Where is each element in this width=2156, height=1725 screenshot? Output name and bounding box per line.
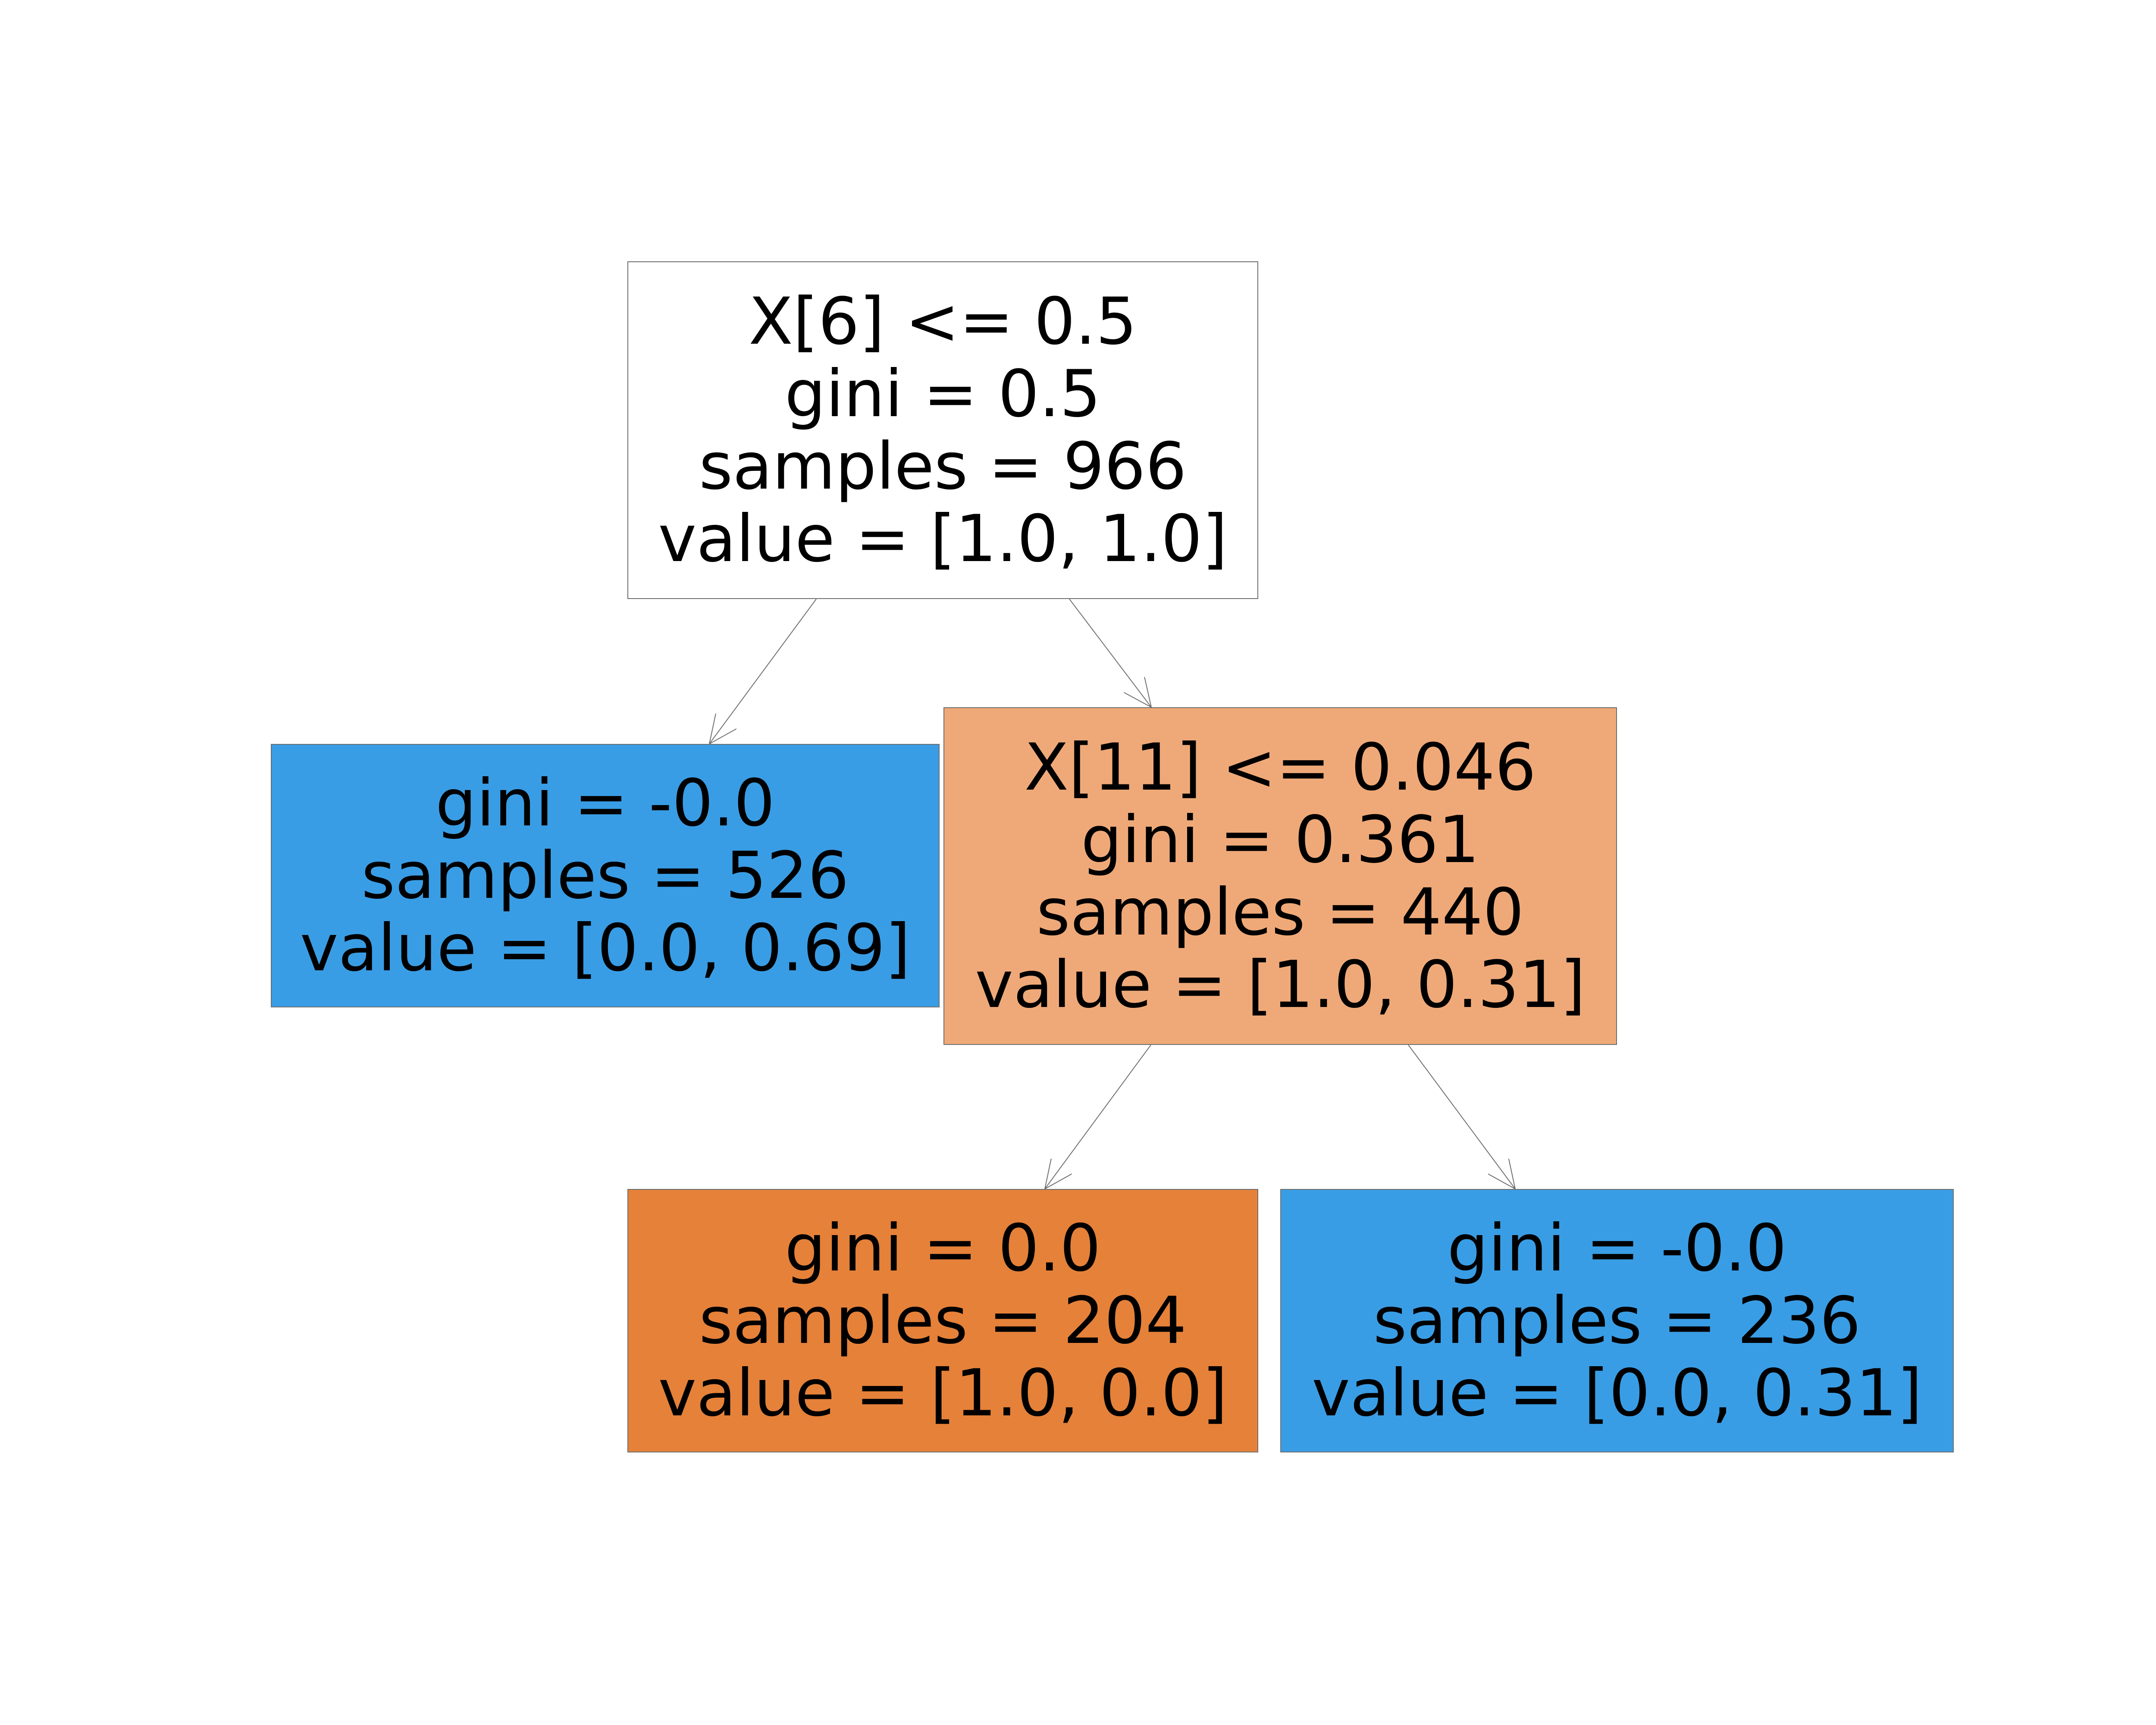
edge-2-to-3 <box>1045 1044 1151 1189</box>
node-value: value = [0.0, 0.31] <box>1312 1355 1922 1431</box>
node-value: value = [0.0, 0.69] <box>300 910 911 986</box>
edge-0-to-2 <box>1069 599 1151 707</box>
node-value: value = [1.0, 0.0] <box>658 1355 1228 1431</box>
tree-node-split-right: X[11] <= 0.046 gini = 0.361 samples = 44… <box>943 707 1617 1045</box>
node-gini: gini = 0.0 <box>784 1211 1101 1286</box>
node-gini: gini = -0.0 <box>435 765 775 841</box>
node-samples: samples = 440 <box>1036 875 1524 950</box>
node-split-rule: X[6] <= 0.5 <box>749 284 1137 359</box>
tree-node-leaf-bottom-right: gini = -0.0 samples = 236 value = [0.0, … <box>1280 1189 1954 1452</box>
node-samples: samples = 526 <box>361 838 849 913</box>
node-gini: gini = -0.0 <box>1447 1211 1787 1286</box>
node-gini: gini = 0.5 <box>784 356 1101 432</box>
node-value: value = [1.0, 1.0] <box>658 501 1228 577</box>
tree-node-root: X[6] <= 0.5 gini = 0.5 samples = 966 val… <box>627 261 1258 599</box>
node-samples: samples = 966 <box>699 429 1187 504</box>
node-gini: gini = 0.361 <box>1081 802 1480 878</box>
node-split-rule: X[11] <= 0.046 <box>1024 730 1536 805</box>
tree-node-leaf-left: gini = -0.0 samples = 526 value = [0.0, … <box>271 744 940 1007</box>
edge-0-to-1 <box>709 599 817 744</box>
node-value: value = [1.0, 0.31] <box>975 947 1586 1022</box>
edge-2-to-4 <box>1408 1044 1515 1189</box>
node-samples: samples = 236 <box>1373 1283 1861 1358</box>
tree-node-leaf-bottom-left: gini = 0.0 samples = 204 value = [1.0, 0… <box>627 1189 1258 1452</box>
node-samples: samples = 204 <box>699 1283 1187 1358</box>
